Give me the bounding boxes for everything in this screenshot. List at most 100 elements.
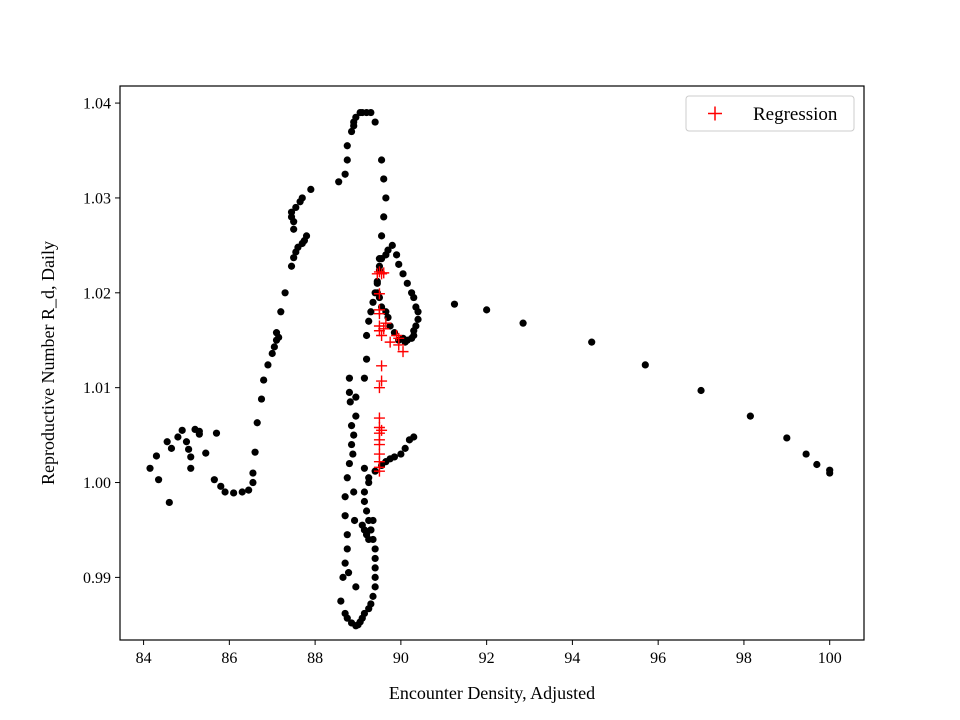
data-point (290, 254, 298, 262)
regression-point (376, 375, 388, 387)
data-point (345, 388, 354, 397)
data-point (390, 453, 399, 461)
data-point (367, 108, 375, 117)
data-point (377, 255, 386, 263)
data-point (365, 474, 373, 482)
data-point (287, 208, 296, 216)
data-point (362, 355, 371, 363)
data-point (352, 393, 360, 401)
data-point (371, 583, 379, 591)
data-point (371, 118, 379, 126)
data-point (367, 600, 375, 608)
regression-point (376, 329, 388, 341)
data-point (257, 395, 266, 403)
data-point (352, 583, 360, 591)
data-point (345, 459, 354, 468)
data-point (347, 440, 356, 449)
data-point (388, 241, 396, 249)
x-tick-label: 98 (736, 650, 752, 667)
data-point (392, 251, 401, 259)
data-point (697, 386, 705, 395)
data-point (350, 516, 359, 525)
y-tick-label: 1.04 (83, 96, 111, 113)
data-point (249, 469, 257, 477)
x-tick-label: 96 (650, 650, 666, 667)
regression-point (393, 339, 405, 351)
data-point (362, 331, 371, 340)
data-point (230, 489, 238, 497)
y-tick-label: 1.01 (83, 380, 111, 397)
x-tick-label: 86 (221, 650, 237, 667)
data-point (783, 434, 791, 442)
data-point (371, 289, 379, 297)
data-point (167, 444, 176, 452)
data-point (371, 573, 379, 581)
regression-point (397, 346, 409, 358)
data-point (343, 474, 351, 482)
data-points (146, 108, 834, 630)
data-point (339, 573, 347, 581)
data-point (519, 319, 527, 327)
data-point (412, 303, 420, 311)
data-point (367, 526, 375, 534)
data-point (154, 476, 163, 484)
data-point (350, 488, 358, 496)
data-point (347, 422, 356, 430)
x-tick-label: 88 (307, 650, 323, 667)
data-point (362, 507, 371, 515)
legend-box (685, 95, 855, 132)
data-point (588, 338, 596, 346)
data-point (182, 438, 191, 446)
data-point (298, 194, 306, 202)
data-point (369, 516, 377, 525)
regression-point (373, 412, 385, 424)
regression-point (384, 336, 396, 348)
data-point (346, 398, 354, 406)
data-point (253, 419, 261, 427)
data-point (826, 469, 834, 477)
data-point (377, 156, 386, 164)
x-tick-label: 94 (564, 650, 580, 667)
regression-point (378, 323, 390, 335)
data-point (341, 559, 349, 567)
data-point (270, 343, 278, 351)
regression-point (373, 382, 385, 394)
data-point (380, 213, 388, 221)
data-point (217, 482, 225, 490)
data-point (371, 554, 379, 563)
data-point (290, 225, 298, 233)
y-axis-label: Reproductive Number R_d, Daily (38, 241, 58, 485)
data-point (264, 361, 272, 369)
data-point (335, 178, 343, 186)
regression-point (373, 288, 385, 300)
y-tick-label: 1.03 (83, 190, 111, 207)
data-point (352, 412, 360, 420)
data-point (202, 449, 210, 457)
data-point (343, 156, 351, 164)
data-point (371, 545, 379, 553)
data-point (450, 300, 459, 308)
data-point (813, 460, 821, 469)
regression-point (378, 267, 390, 279)
data-point (373, 279, 381, 287)
data-point (343, 531, 351, 539)
data-point (302, 232, 311, 240)
x-tick-label: 84 (136, 650, 152, 667)
data-point (367, 308, 375, 316)
data-point (249, 478, 257, 487)
data-point (343, 545, 351, 553)
axis-ticks: 84 86 88 90 92 94 96 98 100 0.99 1.00 1.01 1.02 1.03 1… (83, 96, 842, 667)
data-point (414, 315, 422, 323)
regression-point (373, 304, 385, 316)
data-point (341, 493, 349, 501)
data-point (403, 279, 411, 287)
legend-regression-label: Regression (753, 104, 838, 125)
data-point (386, 322, 394, 330)
regression-point (376, 424, 388, 436)
regression-point (391, 329, 403, 341)
data-point (165, 498, 173, 507)
data-point (395, 260, 403, 268)
data-point (412, 322, 420, 330)
data-point (146, 464, 154, 472)
data-point (307, 185, 315, 194)
